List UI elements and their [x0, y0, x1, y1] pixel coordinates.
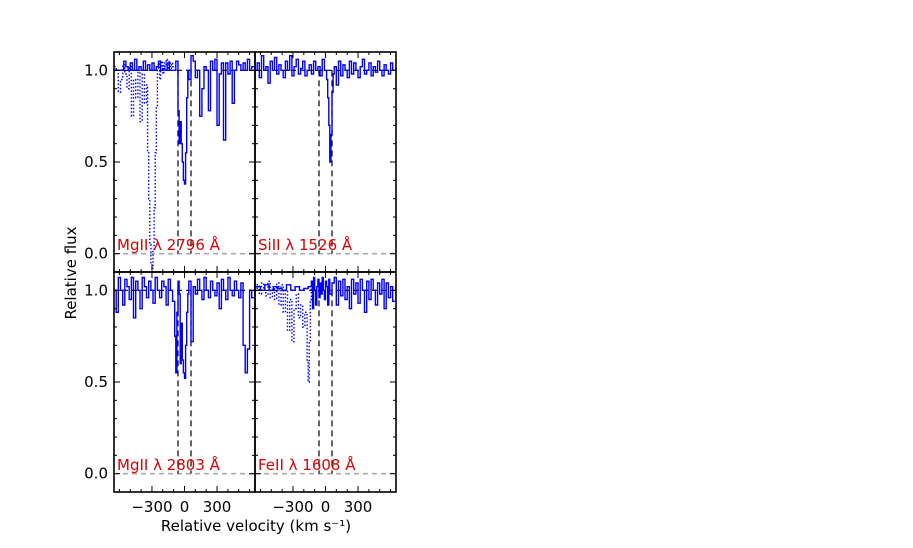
spectrum-line [255, 276, 396, 313]
y-tick-label: 0.0 [84, 465, 108, 483]
panel-plot-area [114, 276, 255, 475]
panel-plot-area [114, 55, 255, 269]
spectrum-line [114, 276, 255, 379]
x-tick-label: 300 [344, 498, 373, 516]
panel-2: SiII λ 1526 Å [254, 51, 397, 273]
panel-1: 0.0 0.5 1.0 MgII λ 2796 Å [84, 51, 256, 273]
x-tick-label: 300 [203, 498, 232, 516]
spectrum-line [255, 55, 396, 163]
panel-plot-area [255, 276, 396, 475]
panel-plot-area [255, 55, 396, 255]
x-tick-label: 0 [180, 498, 190, 516]
y-axis-label: Relative flux [62, 226, 80, 319]
panel-3: −300 0 300 0.0 0.5 1.0 MgII λ 2803 Å [84, 271, 256, 516]
spectrum-line [114, 55, 255, 185]
contaminant-spectrum [255, 280, 313, 383]
x-axis-label: Relative velocity (km s⁻¹) [161, 517, 351, 535]
y-tick-label: 1.0 [84, 61, 108, 79]
x-tick-label: −300 [131, 498, 172, 516]
panel-label: MgII λ 2796 Å [117, 235, 221, 254]
y-tick-label: 0.5 [84, 373, 108, 391]
x-tick-label: 0 [321, 498, 331, 516]
panel-label: SiII λ 1526 Å [258, 235, 353, 254]
y-tick-label: 1.0 [84, 281, 108, 299]
panel-4: −300 0 300 FeII λ 1608 Å [254, 271, 397, 516]
panel-label: FeII λ 1608 Å [258, 455, 356, 474]
x-tick-label: −300 [272, 498, 313, 516]
y-tick-label: 0.0 [84, 245, 108, 263]
panel-label: MgII λ 2803 Å [117, 455, 221, 474]
y-tick-label: 0.5 [84, 153, 108, 171]
